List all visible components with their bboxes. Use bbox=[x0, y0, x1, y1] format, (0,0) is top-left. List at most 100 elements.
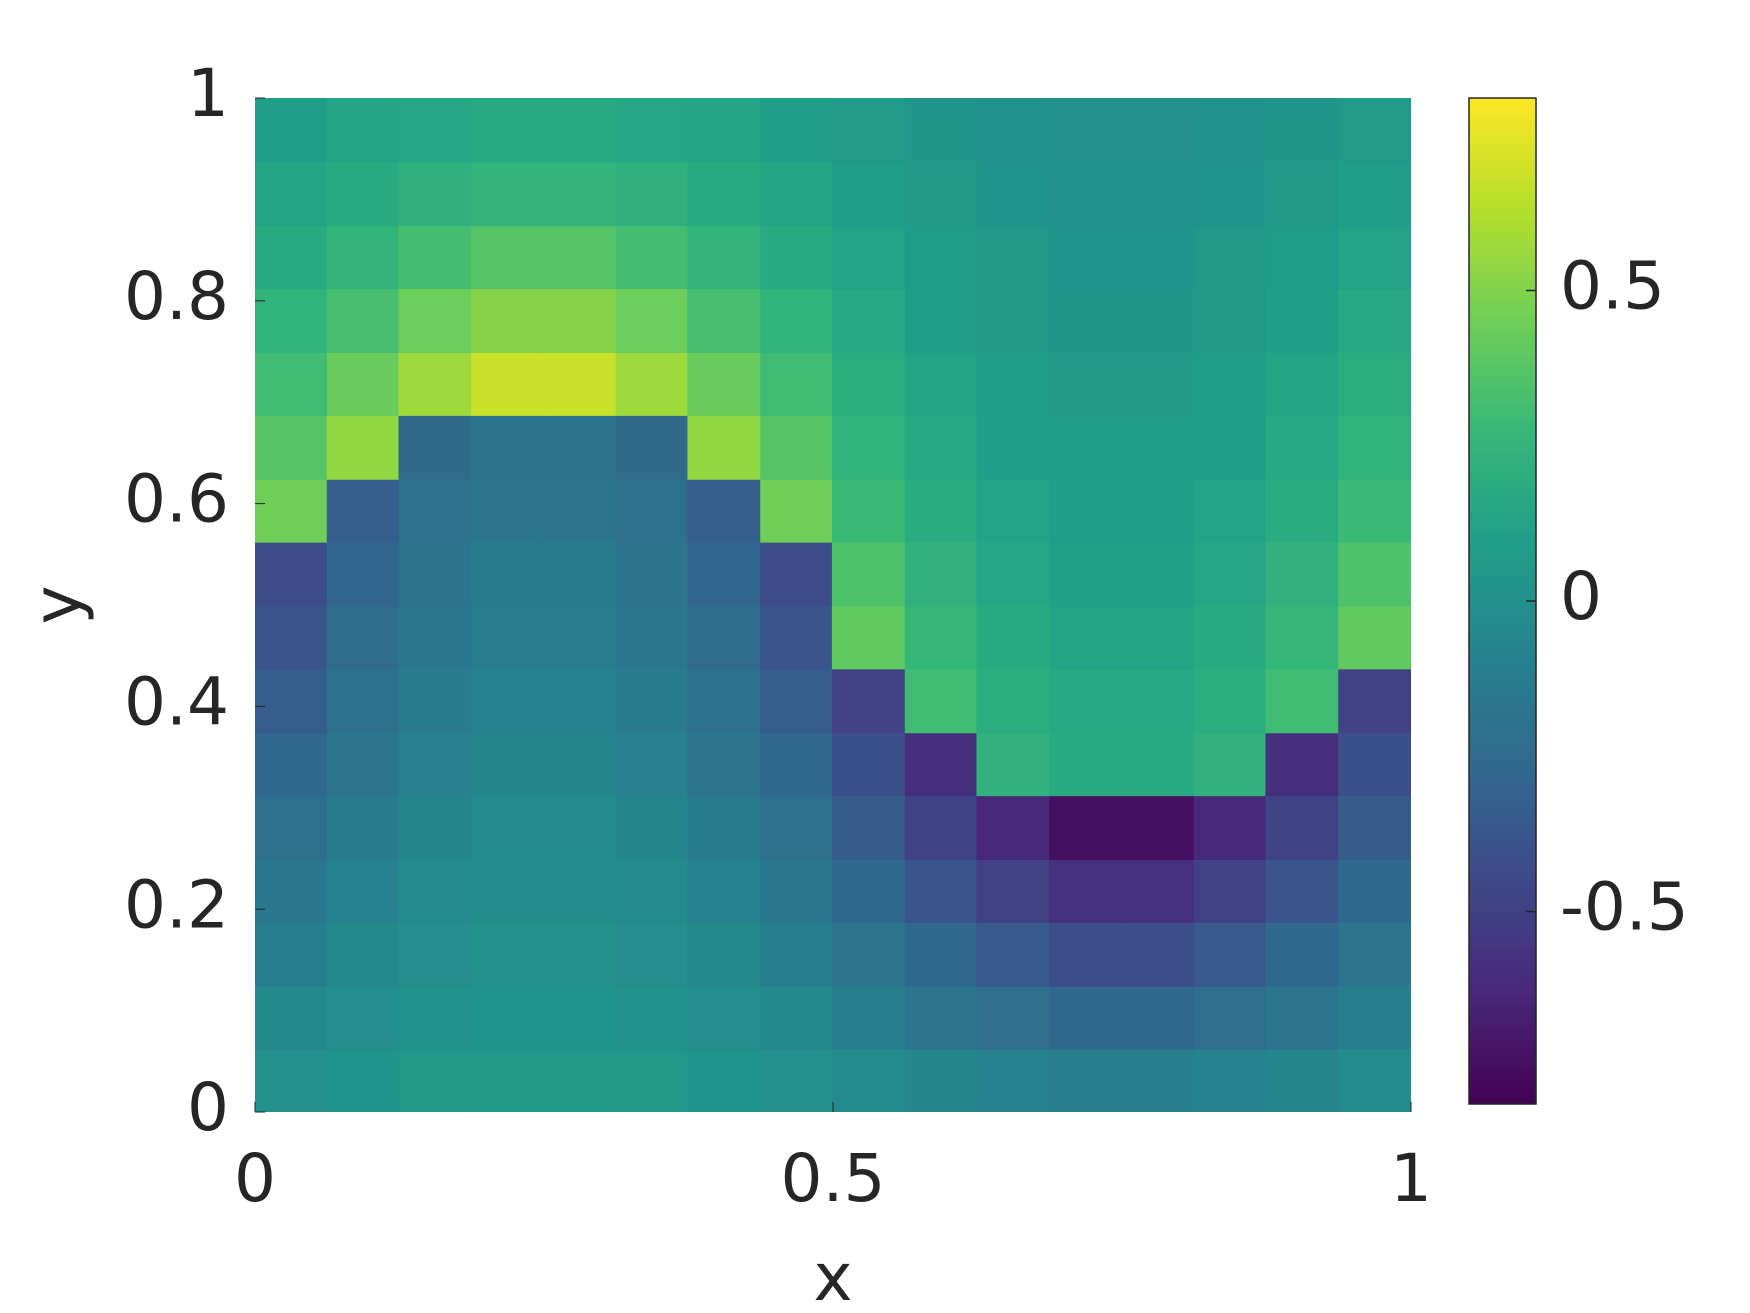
heatmap-cell bbox=[471, 350, 546, 416]
heatmap-cell bbox=[1193, 414, 1269, 480]
heatmap-cell bbox=[1193, 921, 1269, 987]
heatmap-cell bbox=[542, 287, 618, 354]
heatmap-cell bbox=[904, 541, 980, 607]
x-axis-label: x bbox=[813, 1239, 852, 1313]
heatmap-cell bbox=[687, 350, 762, 416]
heatmap-cell bbox=[542, 98, 618, 163]
heatmap-cell bbox=[542, 984, 618, 1050]
heatmap-cell bbox=[255, 160, 329, 227]
heatmap-cell bbox=[615, 603, 691, 670]
heatmap-cell bbox=[255, 287, 329, 354]
heatmap-cell bbox=[326, 1048, 402, 1112]
heatmap-cell bbox=[615, 857, 691, 923]
heatmap-cell bbox=[904, 984, 980, 1050]
heatmap-cell bbox=[760, 414, 835, 480]
heatmap-cell bbox=[471, 477, 546, 543]
y-tick-label: 0.6 bbox=[124, 461, 229, 538]
heatmap-cell bbox=[1120, 287, 1196, 354]
heatmap-cell bbox=[471, 414, 546, 480]
heatmap-cell bbox=[831, 984, 907, 1050]
heatmap-cell bbox=[615, 794, 691, 861]
heatmap-cell bbox=[255, 541, 329, 607]
heatmap-cell bbox=[326, 603, 402, 670]
y-tick-label: 0 bbox=[187, 1069, 229, 1146]
heatmap-cell bbox=[542, 541, 618, 607]
heatmap-cell bbox=[326, 98, 402, 163]
heatmap-cell bbox=[831, 730, 907, 797]
heatmap-cell bbox=[1120, 541, 1196, 607]
heatmap-cell bbox=[976, 541, 1051, 607]
heatmap-cell bbox=[326, 414, 402, 480]
heatmap-cell bbox=[615, 223, 691, 290]
y-tick-label: 0.8 bbox=[124, 258, 229, 335]
heatmap-cell bbox=[831, 160, 907, 227]
heatmap-cell bbox=[398, 730, 473, 797]
heatmap-cell bbox=[976, 160, 1051, 227]
heatmap-cell bbox=[398, 541, 473, 607]
heatmap-cell bbox=[831, 857, 907, 923]
heatmap-cell bbox=[976, 1048, 1051, 1112]
heatmap-cell bbox=[760, 350, 835, 416]
heatmap-cell bbox=[1338, 794, 1411, 861]
heatmap-cell bbox=[760, 603, 835, 670]
heatmap-cell bbox=[687, 1048, 762, 1112]
heatmap-cell bbox=[1265, 350, 1340, 416]
heatmap-cell bbox=[615, 287, 691, 354]
heatmap-cell bbox=[760, 667, 835, 734]
heatmap-cell bbox=[1265, 603, 1340, 670]
heatmap-cell bbox=[1120, 160, 1196, 227]
heatmap-cell bbox=[1193, 794, 1269, 861]
heatmap-cell bbox=[615, 984, 691, 1050]
heatmap-cell bbox=[1338, 857, 1411, 923]
heatmap-cell bbox=[687, 98, 762, 163]
heatmap-cell bbox=[542, 603, 618, 670]
heatmap-cell bbox=[687, 921, 762, 987]
heatmap-cell bbox=[687, 603, 762, 670]
heatmap-cell bbox=[687, 287, 762, 354]
heatmap-cell bbox=[398, 223, 473, 290]
heatmap-cell bbox=[904, 921, 980, 987]
heatmap-cell bbox=[471, 984, 546, 1050]
heatmap-cell bbox=[1120, 98, 1196, 163]
heatmap-cell bbox=[1338, 414, 1411, 480]
heatmap-cell bbox=[471, 541, 546, 607]
heatmap-cell bbox=[1120, 730, 1196, 797]
heatmap-cell bbox=[1338, 287, 1411, 354]
heatmap-cell bbox=[1265, 730, 1340, 797]
heatmap-cell bbox=[1265, 1048, 1340, 1112]
heatmap-cell bbox=[831, 414, 907, 480]
heatmap-cell bbox=[1120, 667, 1196, 734]
heatmap-cell bbox=[1120, 857, 1196, 923]
heatmap-cell bbox=[255, 1048, 329, 1112]
heatmap-cell bbox=[831, 794, 907, 861]
heatmap-cell bbox=[760, 730, 835, 797]
heatmap-cell bbox=[976, 921, 1051, 987]
heatmap-cell bbox=[542, 414, 618, 480]
heatmap-cell bbox=[1338, 350, 1411, 416]
heatmap-cell bbox=[1049, 477, 1124, 543]
colorbar-tick-label: 0 bbox=[1560, 558, 1602, 635]
heatmap-cell bbox=[255, 794, 329, 861]
heatmap-cell bbox=[398, 477, 473, 543]
heatmap-cell bbox=[255, 857, 329, 923]
heatmap-cell bbox=[831, 287, 907, 354]
heatmap-cell bbox=[1049, 223, 1124, 290]
heatmap-cell bbox=[976, 794, 1051, 861]
heatmap-cell bbox=[760, 984, 835, 1050]
heatmap-cell bbox=[398, 287, 473, 354]
heatmap-cell bbox=[760, 160, 835, 227]
heatmap-cell bbox=[615, 921, 691, 987]
heatmap-cell bbox=[326, 984, 402, 1050]
x-tick-label: 0.5 bbox=[781, 1140, 886, 1217]
heatmap-cell bbox=[1049, 350, 1124, 416]
heatmap-cell bbox=[976, 603, 1051, 670]
heatmap-cell bbox=[976, 857, 1051, 923]
heatmap-cell bbox=[760, 477, 835, 543]
heatmap-cell bbox=[398, 603, 473, 670]
heatmap bbox=[255, 98, 1411, 1112]
heatmap-cell bbox=[904, 730, 980, 797]
heatmap-cell bbox=[1193, 350, 1269, 416]
heatmap-cell bbox=[1120, 984, 1196, 1050]
heatmap-cell bbox=[687, 730, 762, 797]
heatmap-cell bbox=[831, 477, 907, 543]
